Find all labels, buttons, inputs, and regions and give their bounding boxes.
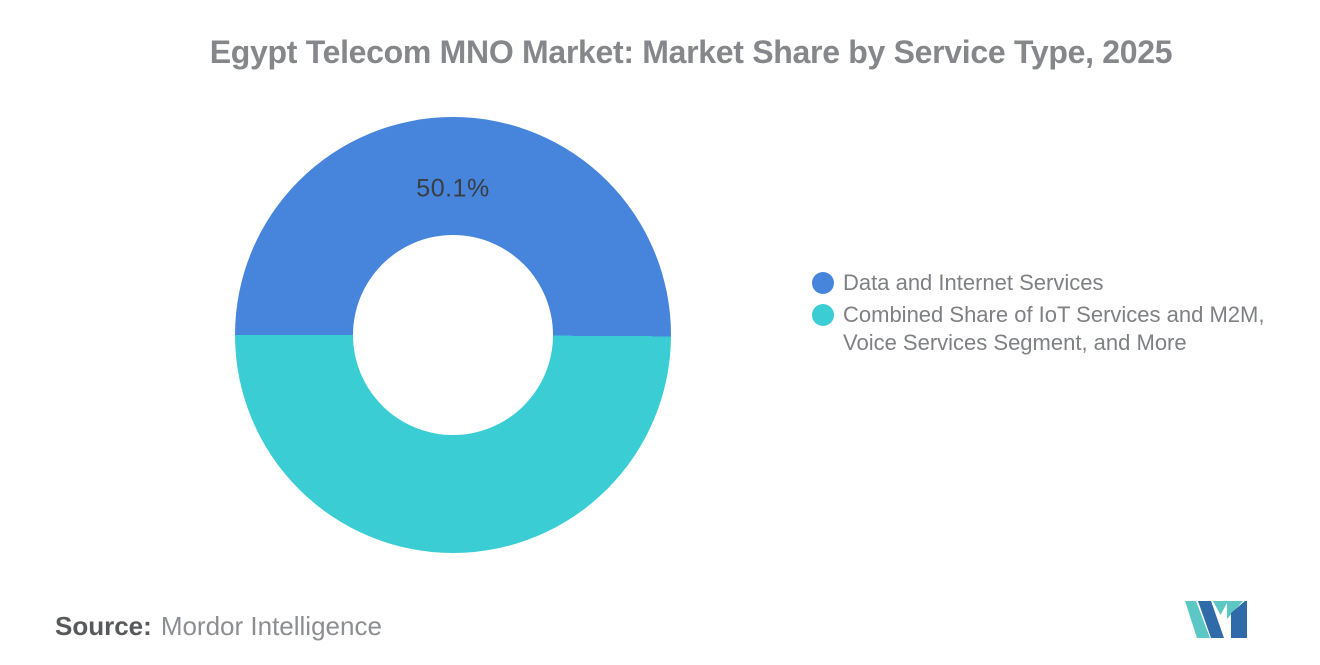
legend-swatch-teal [812, 304, 834, 326]
chart-title: Egypt Telecom MNO Market: Market Share b… [209, 34, 1173, 70]
source-value: Mordor Intelligence [160, 611, 382, 641]
source-line: Source: Mordor Intelligence [55, 611, 382, 642]
legend: Data and Internet Services Combined Shar… [812, 269, 1298, 357]
donut-chart: 50.1% [235, 117, 671, 553]
legend-item: Combined Share of IoT Services and M2M, … [812, 301, 1298, 357]
legend-label: Data and Internet Services [843, 270, 1104, 295]
donut-hole [353, 235, 553, 435]
legend-swatch-blue [812, 272, 834, 294]
source-label: Source: [55, 611, 152, 641]
legend-item: Data and Internet Services [812, 269, 1298, 297]
legend-label: Combined Share of IoT Services and M2M, … [843, 302, 1265, 355]
logo-mark-icon [1185, 601, 1247, 638]
mordor-intelligence-logo [1185, 601, 1247, 638]
data-label-blue-segment: 50.1% [416, 174, 490, 203]
